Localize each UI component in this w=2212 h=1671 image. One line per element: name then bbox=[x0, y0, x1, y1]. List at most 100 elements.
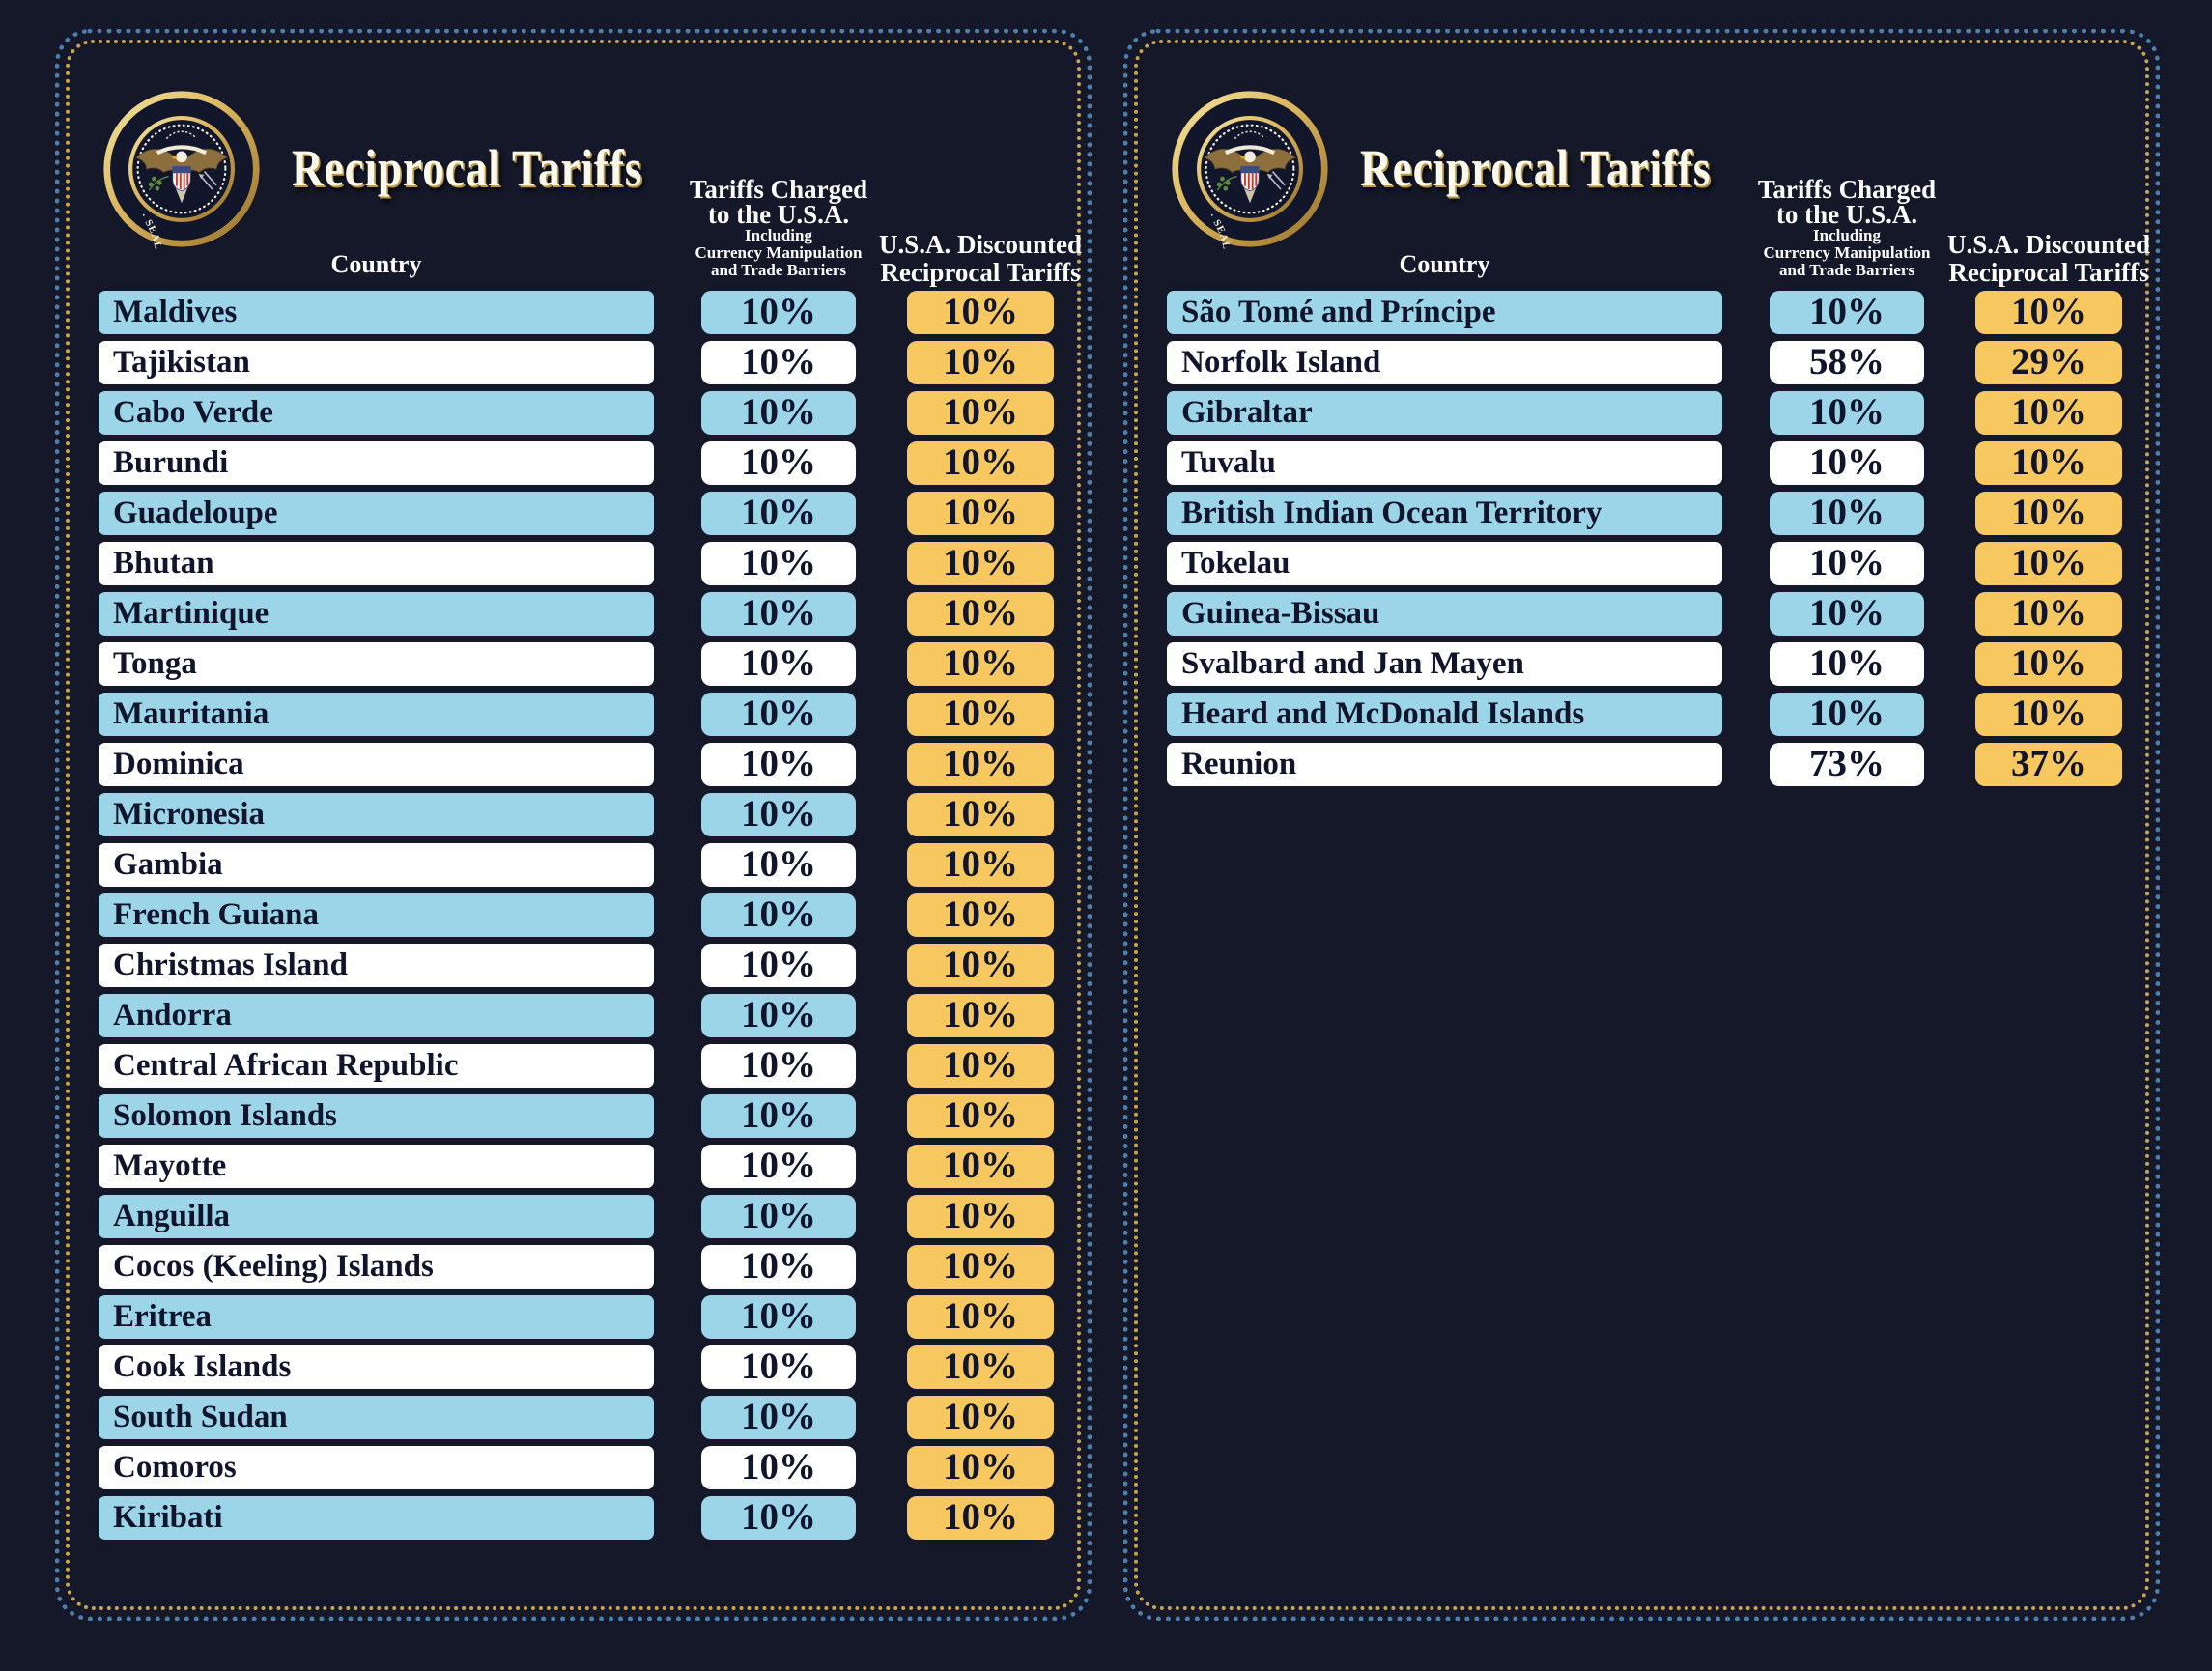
column-gap bbox=[1722, 441, 1770, 485]
country-cell: Tajikistan bbox=[99, 341, 654, 384]
tariff-discounted-cell: 10% bbox=[907, 542, 1054, 585]
tariff-discounted-cell: 10% bbox=[907, 291, 1054, 334]
column-gap bbox=[654, 843, 701, 887]
table-row: Tonga 10% 10% bbox=[99, 642, 1054, 686]
tariff-discounted-cell: 10% bbox=[907, 642, 1054, 686]
table-row: Maldives 10% 10% bbox=[99, 291, 1054, 334]
tariff-charged-cell: 10% bbox=[701, 693, 856, 736]
column-gap bbox=[856, 341, 907, 384]
tariff-charged-cell: 10% bbox=[701, 441, 856, 485]
tariff-charged-cell: 10% bbox=[1770, 592, 1924, 636]
column-gap bbox=[856, 592, 907, 636]
charged-header-line: Tariffs Charged bbox=[689, 175, 868, 204]
column-gap bbox=[1722, 341, 1770, 384]
column-gap bbox=[856, 693, 907, 736]
column-gap bbox=[1924, 693, 1975, 736]
column-gap bbox=[856, 542, 907, 585]
table-row: Kiribati 10% 10% bbox=[99, 1496, 1054, 1540]
country-cell: Tonga bbox=[99, 642, 654, 686]
table-row: Bhutan 10% 10% bbox=[99, 542, 1054, 585]
table-row: Solomon Islands 10% 10% bbox=[99, 1094, 1054, 1138]
tariff-charged-cell: 10% bbox=[701, 1044, 856, 1088]
tariff-charged-cell: 10% bbox=[701, 291, 856, 334]
table-row: Cook Islands 10% 10% bbox=[99, 1345, 1054, 1389]
column-gap bbox=[1722, 291, 1770, 334]
country-cell: Solomon Islands bbox=[99, 1094, 654, 1138]
column-gap bbox=[654, 944, 701, 987]
column-gap bbox=[654, 994, 701, 1037]
column-gap bbox=[1722, 642, 1770, 686]
tariff-discounted-cell: 10% bbox=[907, 1345, 1054, 1389]
column-gap bbox=[654, 291, 701, 334]
tariff-charged-cell: 10% bbox=[1770, 542, 1924, 585]
table-row: South Sudan 10% 10% bbox=[99, 1396, 1054, 1439]
country-cell: Mayotte bbox=[99, 1145, 654, 1188]
tariff-charged-cell: 10% bbox=[701, 843, 856, 887]
tariff-discounted-cell: 10% bbox=[1975, 693, 2122, 736]
tariff-discounted-cell: 10% bbox=[907, 1145, 1054, 1188]
country-cell: Eritrea bbox=[99, 1295, 654, 1339]
discounted-header-line: U.S.A. Discounted bbox=[1946, 230, 2151, 259]
tariff-charged-cell: 10% bbox=[701, 592, 856, 636]
table-row: Eritrea 10% 10% bbox=[99, 1295, 1054, 1339]
charged-header-subline: and Trade Barriers bbox=[710, 261, 847, 279]
tariff-charged-cell: 10% bbox=[701, 1496, 856, 1540]
country-cell: Maldives bbox=[99, 291, 654, 334]
column-header-country: Country bbox=[1399, 250, 1490, 278]
country-cell: South Sudan bbox=[99, 1396, 654, 1439]
tariff-charged-cell: 10% bbox=[1770, 391, 1924, 435]
country-cell: Cocos (Keeling) Islands bbox=[99, 1245, 654, 1289]
panel-title: Reciprocal Tariffs bbox=[292, 139, 643, 197]
column-gap bbox=[1924, 441, 1975, 485]
tariff-discounted-cell: 10% bbox=[907, 592, 1054, 636]
column-gap bbox=[856, 492, 907, 535]
tariff-charged-cell: 10% bbox=[701, 1345, 856, 1389]
tariff-panel-right: · SEAL OF THE PRESIDENT OF THE UNITED ST… bbox=[1123, 29, 2160, 1621]
tariff-discounted-cell: 10% bbox=[1975, 441, 2122, 485]
tariff-discounted-cell: 10% bbox=[907, 1245, 1054, 1289]
tariff-discounted-cell: 10% bbox=[907, 994, 1054, 1037]
tariff-discounted-cell: 10% bbox=[907, 1094, 1054, 1138]
column-gap bbox=[856, 642, 907, 686]
tariff-discounted-cell: 10% bbox=[907, 441, 1054, 485]
country-cell: Burundi bbox=[99, 441, 654, 485]
charged-header-subline: Including bbox=[1813, 226, 1881, 244]
panel-title: Reciprocal Tariffs bbox=[1360, 139, 1712, 197]
column-gap bbox=[856, 893, 907, 937]
table-row: São Tomé and Príncipe 10% 10% bbox=[1167, 291, 2122, 334]
tariff-discounted-cell: 10% bbox=[1975, 642, 2122, 686]
column-gap bbox=[1722, 592, 1770, 636]
country-cell: Heard and McDonald Islands bbox=[1167, 693, 1722, 736]
column-gap bbox=[654, 1396, 701, 1439]
tariff-charged-cell: 10% bbox=[701, 542, 856, 585]
column-gap bbox=[654, 1446, 701, 1489]
column-gap bbox=[654, 592, 701, 636]
charged-header-line: to the U.S.A. bbox=[707, 200, 850, 229]
column-gap bbox=[654, 542, 701, 585]
column-gap bbox=[1722, 492, 1770, 535]
column-gap bbox=[1924, 291, 1975, 334]
presidential-seal-icon: · SEAL OF THE PRESIDENT OF THE UNITED ST… bbox=[100, 90, 261, 250]
column-gap bbox=[856, 1496, 907, 1540]
column-gap bbox=[856, 944, 907, 987]
country-cell: São Tomé and Príncipe bbox=[1167, 291, 1722, 334]
tariff-discounted-cell: 37% bbox=[1975, 743, 2122, 786]
country-cell: Tuvalu bbox=[1167, 441, 1722, 485]
column-gap bbox=[654, 391, 701, 435]
table-row: Dominica 10% 10% bbox=[99, 743, 1054, 786]
tariff-charged-cell: 10% bbox=[1770, 492, 1924, 535]
country-cell: Central African Republic bbox=[99, 1044, 654, 1088]
tariff-charged-cell: 10% bbox=[701, 893, 856, 937]
country-cell: French Guiana bbox=[99, 893, 654, 937]
column-gap bbox=[856, 1145, 907, 1188]
table-row: Norfolk Island 58% 29% bbox=[1167, 341, 2122, 384]
country-cell: Anguilla bbox=[99, 1195, 654, 1238]
table-row: Guinea-Bissau 10% 10% bbox=[1167, 592, 2122, 636]
tariff-charged-cell: 10% bbox=[701, 994, 856, 1037]
tariff-discounted-cell: 10% bbox=[907, 793, 1054, 836]
country-cell: Gibraltar bbox=[1167, 391, 1722, 435]
column-gap bbox=[856, 994, 907, 1037]
charged-header-subline: and Trade Barriers bbox=[1778, 261, 1915, 279]
presidential-seal-icon: · SEAL OF THE PRESIDENT OF THE UNITED ST… bbox=[1169, 90, 1329, 250]
charged-header-subline: Currency Manipulation bbox=[1763, 243, 1931, 262]
